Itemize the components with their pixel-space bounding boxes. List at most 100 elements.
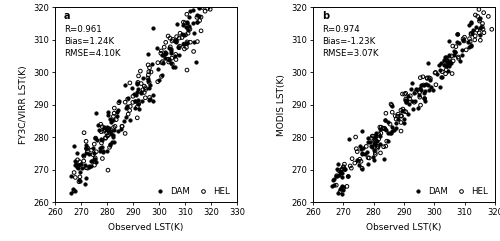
Point	[402, 98, 410, 102]
Point	[158, 53, 166, 57]
Point	[440, 63, 448, 67]
Point	[397, 120, 405, 124]
Point	[113, 110, 121, 114]
Point	[400, 92, 408, 96]
Point	[446, 57, 454, 61]
Point	[370, 134, 378, 138]
Point	[476, 26, 484, 30]
Point	[451, 50, 459, 54]
Point	[426, 78, 434, 81]
Point	[400, 109, 408, 113]
Point	[70, 189, 78, 193]
Point	[420, 91, 428, 95]
Point	[131, 107, 139, 110]
Point	[124, 112, 132, 116]
Point	[75, 178, 83, 182]
Point	[146, 83, 154, 87]
Point	[376, 134, 384, 138]
Point	[130, 100, 138, 103]
Point	[179, 42, 187, 46]
Point	[416, 86, 424, 90]
Point	[164, 46, 172, 49]
Point	[358, 166, 366, 170]
Point	[466, 20, 474, 23]
Point	[402, 100, 410, 104]
Point	[369, 155, 377, 159]
Point	[168, 66, 176, 69]
Point	[469, 28, 477, 32]
Point	[336, 190, 344, 194]
Point	[96, 128, 104, 132]
Point	[399, 107, 407, 111]
Point	[330, 183, 338, 187]
Point	[166, 36, 174, 40]
Point	[447, 61, 455, 65]
Point	[365, 156, 373, 160]
Point	[344, 174, 352, 178]
Point	[334, 162, 342, 166]
Point	[76, 175, 84, 179]
Point	[444, 60, 452, 64]
Point	[80, 182, 88, 186]
Point	[438, 75, 446, 79]
Point	[436, 85, 444, 89]
Point	[126, 118, 134, 122]
Point	[144, 73, 152, 77]
Point	[386, 131, 394, 135]
Point	[110, 126, 118, 129]
Point	[146, 97, 154, 101]
Point	[201, 9, 209, 13]
Point	[74, 158, 82, 162]
Point	[416, 95, 424, 99]
Point	[338, 172, 346, 175]
Point	[338, 167, 346, 171]
Point	[183, 40, 191, 44]
Point	[334, 191, 342, 194]
Point	[382, 128, 390, 132]
Point	[190, 31, 198, 35]
Point	[114, 108, 122, 112]
Point	[162, 51, 170, 54]
Point	[466, 37, 473, 41]
Point	[168, 56, 176, 60]
Point	[420, 97, 428, 100]
Point	[154, 61, 162, 65]
Point	[152, 46, 160, 50]
Point	[82, 146, 90, 150]
Point	[336, 187, 344, 191]
Point	[182, 46, 190, 49]
Point	[144, 76, 152, 80]
Point	[158, 74, 166, 78]
Point	[404, 102, 412, 106]
Point	[374, 137, 382, 141]
Point	[476, 19, 484, 23]
Point	[90, 157, 98, 161]
Point	[467, 44, 475, 48]
Point	[162, 52, 170, 56]
Point	[372, 131, 380, 134]
Point	[356, 144, 364, 147]
Point	[188, 0, 196, 3]
Point	[195, 5, 203, 8]
Point	[475, 31, 483, 35]
Point	[370, 158, 378, 161]
Point	[149, 93, 157, 97]
Point	[92, 111, 100, 115]
Point	[368, 145, 376, 148]
Point	[339, 186, 347, 189]
Point	[166, 51, 174, 55]
Point	[381, 118, 389, 122]
Point	[388, 131, 396, 135]
Point	[130, 92, 138, 95]
Point	[424, 83, 432, 87]
Point	[196, 19, 203, 22]
Point	[437, 61, 445, 65]
Point	[348, 157, 356, 161]
Point	[468, 32, 476, 35]
Point	[182, 33, 190, 37]
Point	[126, 81, 134, 85]
Point	[414, 93, 422, 97]
Point	[371, 138, 379, 141]
Point	[374, 139, 382, 143]
Point	[359, 146, 367, 150]
